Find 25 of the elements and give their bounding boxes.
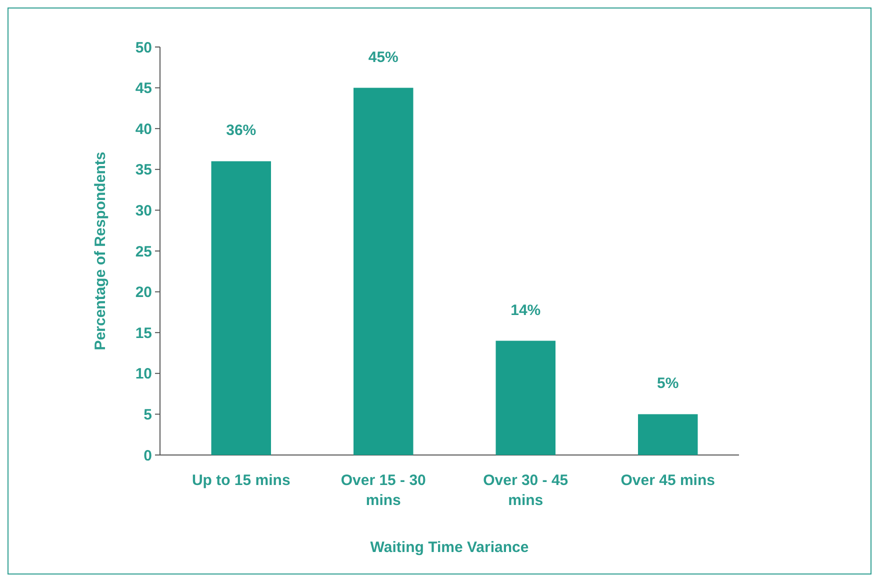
x-tick-label: Up to 15 mins: [192, 472, 290, 489]
y-tick-label: 40: [135, 120, 152, 138]
y-tick-label: 45: [135, 80, 152, 98]
y-tick-label: 30: [135, 202, 152, 220]
data-label: 45%: [368, 48, 398, 66]
bar: [354, 88, 414, 455]
y-tick-label: 35: [135, 162, 152, 179]
x-tick-label: Over 30 - 45 mins: [483, 472, 568, 509]
bar: [496, 340, 556, 455]
x-tick-label: Over 45 mins: [620, 472, 715, 489]
bar: [638, 414, 698, 455]
data-label: 36%: [226, 122, 256, 140]
x-tick-label: Over 15 - 30 mins: [340, 472, 426, 509]
y-tick-label: 25: [135, 243, 152, 260]
y-tick-label: 50: [135, 39, 152, 56]
y-axis-title: Percentage of Respondents: [92, 152, 109, 350]
y-tick-label: 20: [135, 284, 152, 302]
y-tick-label: 0: [144, 447, 152, 464]
data-label: 14%: [510, 302, 541, 319]
x-axis-title: Waiting Time Variance: [370, 539, 529, 556]
y-tick-label: 10: [135, 366, 152, 383]
data-label: 5%: [657, 375, 679, 392]
y-tick-label: 5: [144, 406, 152, 424]
y-tick-label: 15: [135, 324, 152, 342]
bar: [211, 161, 271, 455]
